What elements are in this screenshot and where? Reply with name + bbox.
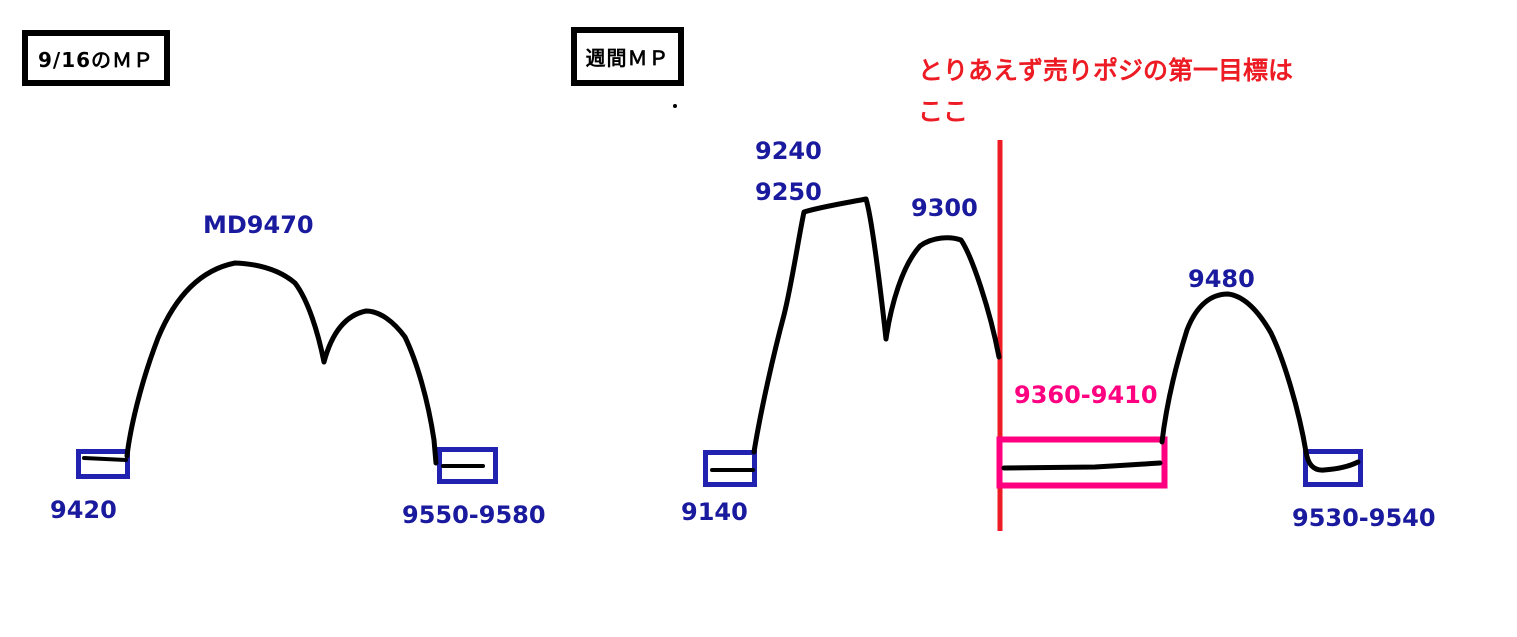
- label-9360-9410: 9360-9410: [1014, 381, 1158, 409]
- left-profile-curve: [124, 260, 439, 466]
- right-chart-left-base-rect: [703, 450, 757, 487]
- label-md9470: MD9470: [203, 211, 314, 239]
- label-9250: 9250: [755, 178, 822, 206]
- right-chart-title: 週間ＭＰ: [585, 46, 670, 70]
- label-9420: 9420: [50, 496, 117, 524]
- label-9480: 9480: [1188, 265, 1255, 293]
- right-profile-curve-third-hump: [1159, 291, 1361, 473]
- annotation-line1: とりあえず売りポジの第一目標は: [918, 56, 1294, 85]
- label-9530-9540: 9530-9540: [1292, 504, 1436, 532]
- stray-ink-dot: [673, 104, 677, 108]
- right-chart-right-base-rect: [1303, 449, 1363, 487]
- left-chart-left-base-tick: [82, 456, 128, 462]
- right-chart-title-box: 週間ＭＰ: [571, 27, 684, 86]
- right-profile-curve-main: [751, 196, 1002, 455]
- target-zone-tick: [1001, 460, 1163, 471]
- annotation-line2: ここ: [918, 97, 969, 126]
- label-9240: 9240: [755, 137, 822, 165]
- label-9550-9580: 9550-9580: [402, 501, 546, 529]
- left-chart-title: 9/16のＭＰ: [37, 47, 155, 72]
- label-9140: 9140: [681, 498, 748, 526]
- target-zone-rect: [996, 436, 1168, 489]
- left-chart-left-base-rect: [76, 449, 130, 479]
- left-chart-right-base-rect: [437, 447, 498, 484]
- sell-target-annotation: とりあえず売りポジの第一目標は ここ: [918, 50, 1293, 132]
- label-9300: 9300: [911, 194, 978, 222]
- left-chart-title-box: 9/16のＭＰ: [22, 30, 170, 86]
